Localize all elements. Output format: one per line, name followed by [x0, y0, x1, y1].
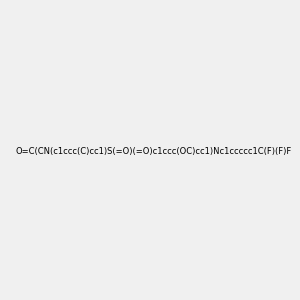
- Text: O=C(CN(c1ccc(C)cc1)S(=O)(=O)c1ccc(OC)cc1)Nc1ccccc1C(F)(F)F: O=C(CN(c1ccc(C)cc1)S(=O)(=O)c1ccc(OC)cc1…: [16, 147, 292, 156]
